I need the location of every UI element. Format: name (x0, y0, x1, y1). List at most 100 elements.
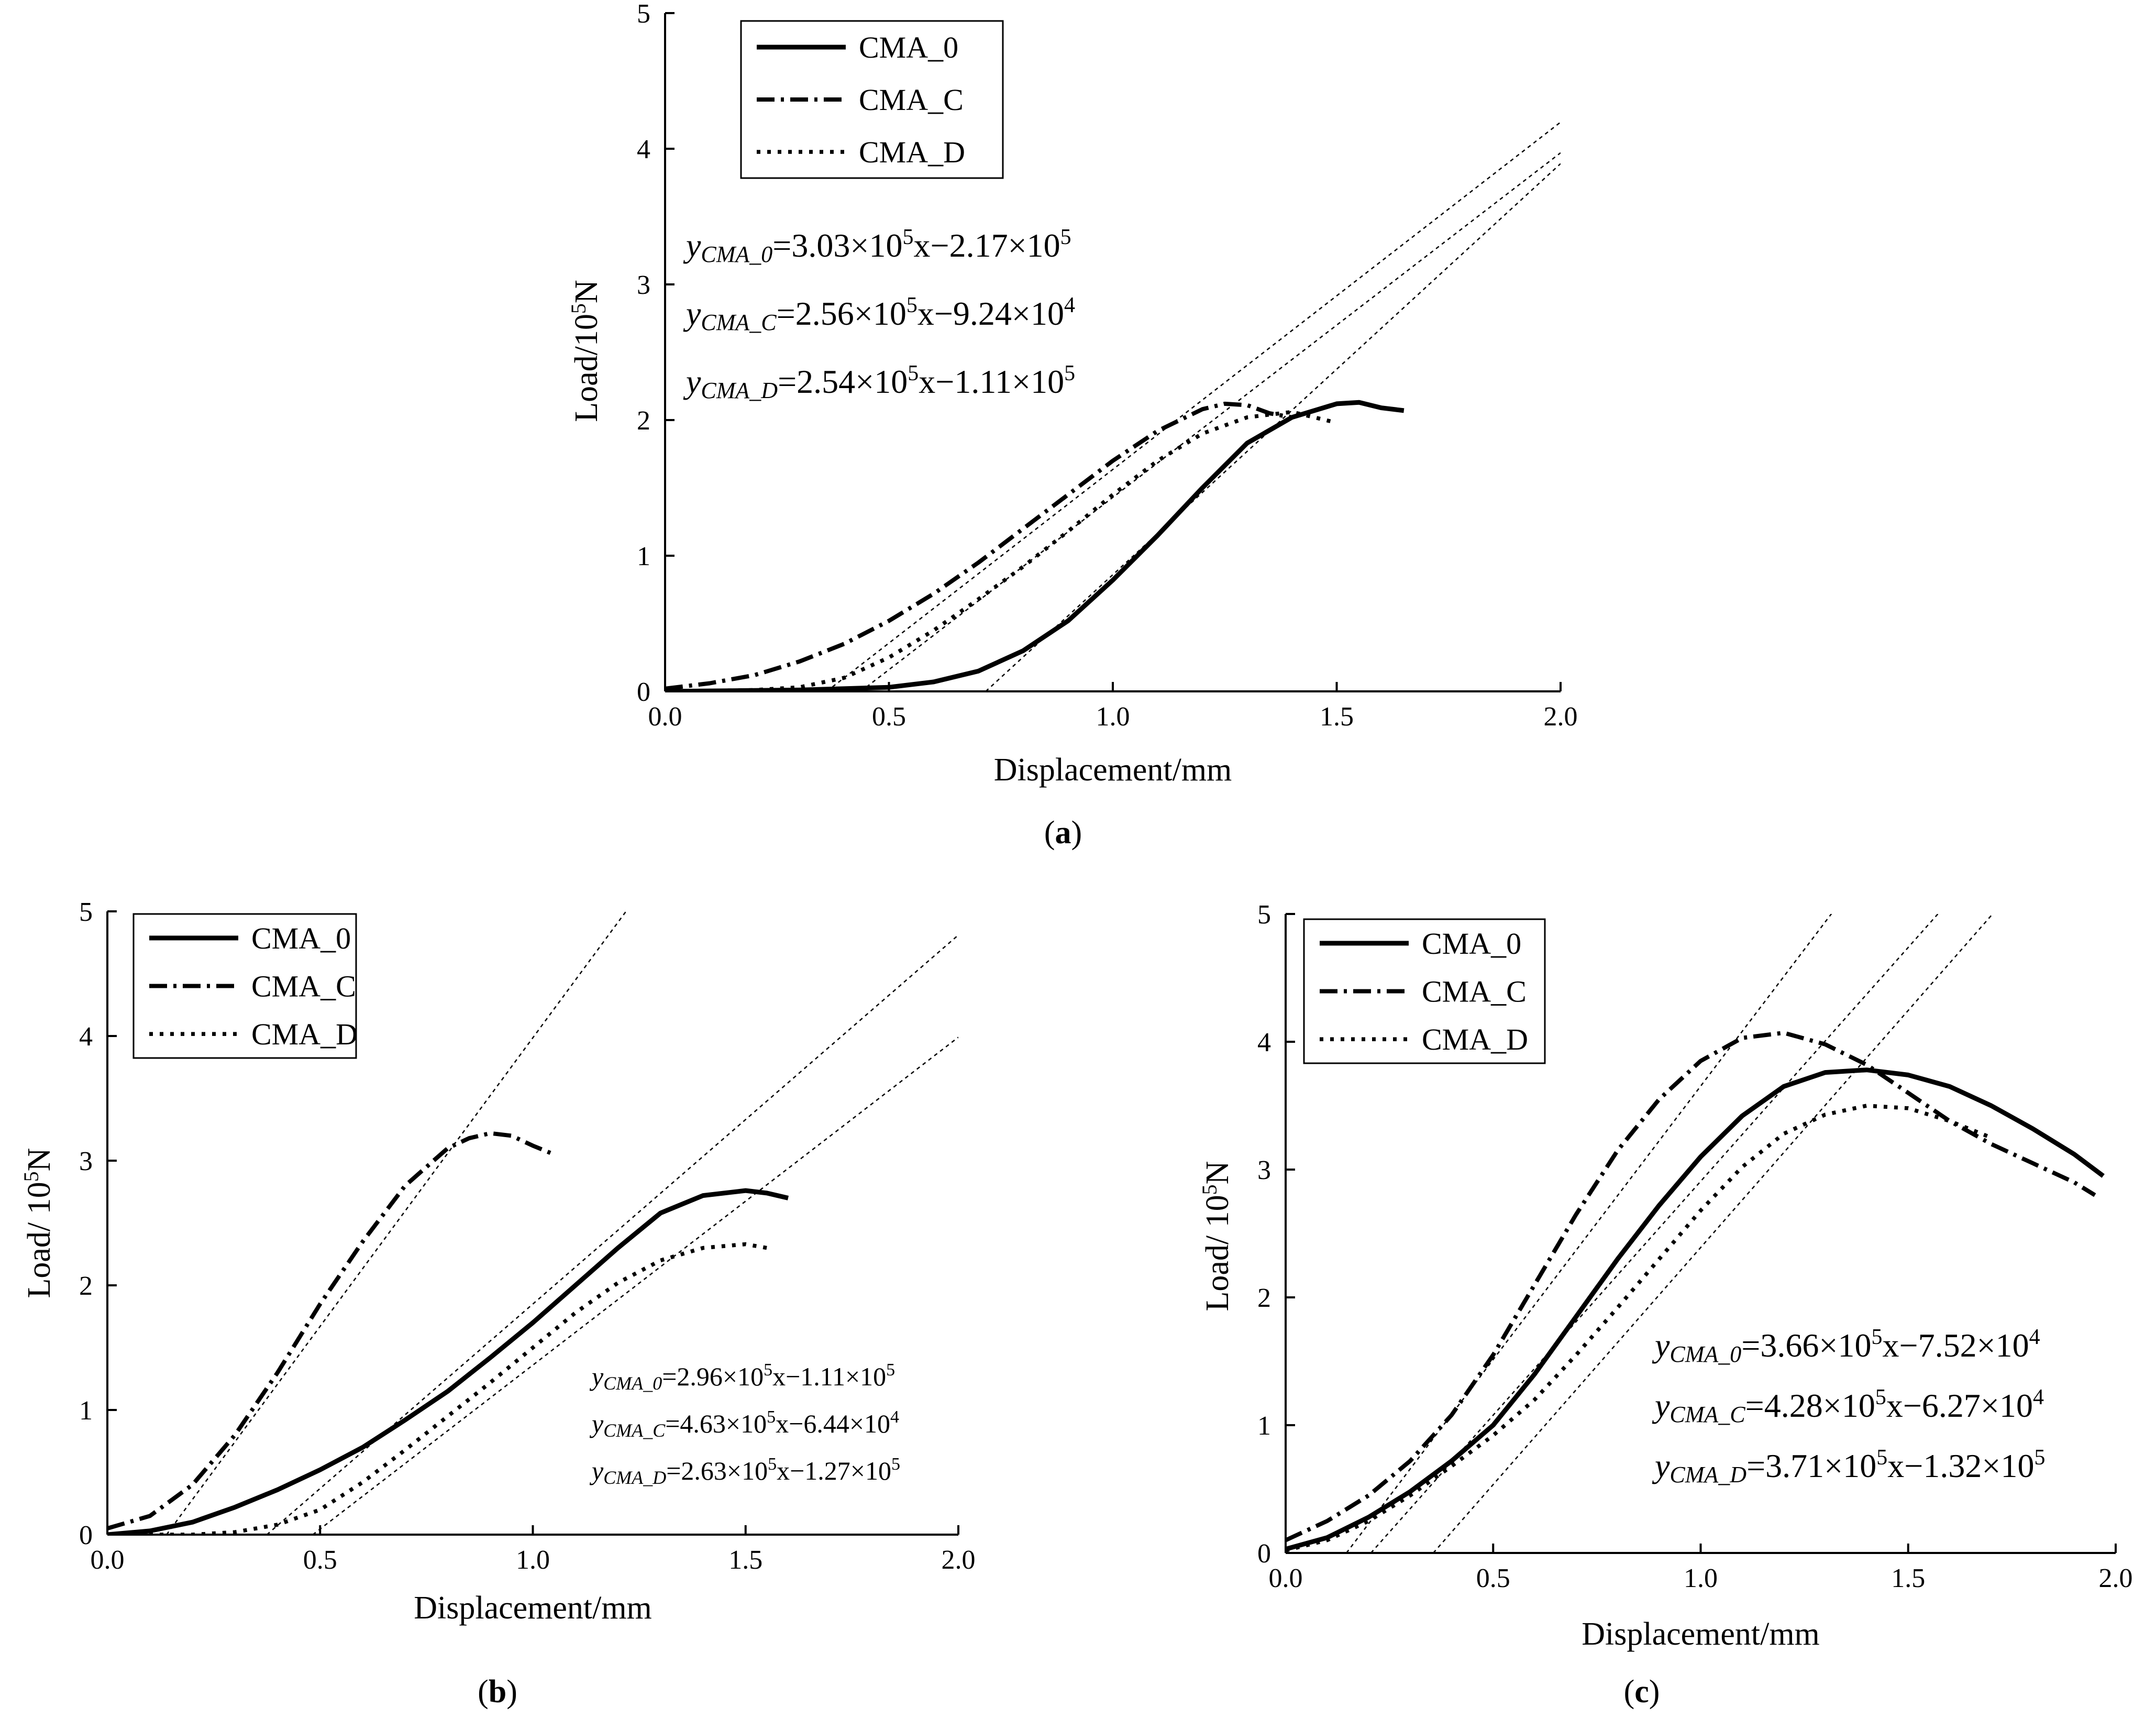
eq-y: y (589, 1456, 604, 1485)
series-cma-d (107, 1242, 768, 1535)
series-cma-0 (665, 400, 1405, 691)
eq-exp1: 5 (768, 1454, 777, 1474)
eq-subscript: CMA_C (1669, 1402, 1745, 1427)
eq-coef: =4.63×10 (665, 1409, 767, 1438)
eq-exp1: 5 (1871, 1325, 1882, 1349)
eq-exp1: 5 (902, 225, 913, 249)
y-tick-label: 3 (637, 270, 650, 300)
curves (665, 400, 1405, 691)
eq-exp2: 5 (1060, 225, 1071, 249)
eq-exp1: 5 (1876, 1446, 1887, 1470)
x-tick-label: 1.0 (1096, 702, 1130, 732)
y-tick-label: 4 (1257, 1028, 1271, 1057)
eq-mid: x−2.17×10 (913, 227, 1060, 264)
eq-subscript: CMA_0 (1669, 1341, 1741, 1367)
y-tick-label: 5 (637, 0, 650, 29)
eq-exp1: 5 (908, 361, 919, 385)
panel-paren-close: ) (1071, 815, 1082, 851)
x-tick-label: 1.0 (516, 1545, 550, 1575)
eq-exp2: 4 (890, 1407, 899, 1427)
y-label-exp: 5 (1198, 1184, 1221, 1195)
eq-subscript: CMA_D (701, 378, 778, 403)
fit-line-cma-0 (266, 934, 958, 1535)
y-tick-label: 1 (1257, 1411, 1271, 1441)
x-tick-label: 0.0 (1269, 1563, 1303, 1593)
x-axis-label: Displacement/mm (994, 752, 1232, 788)
y-tick-label: 1 (79, 1396, 93, 1426)
y-tick-label: 3 (1257, 1155, 1271, 1185)
y-tick-label: 5 (1257, 900, 1271, 930)
equation-cma-d: yCMA_D=3.71×105x−1.32×105 (1652, 1446, 2045, 1487)
eq-coef: =4.28×10 (1745, 1387, 1875, 1424)
series-cma-0 (107, 1188, 789, 1535)
eq-mid: x−1.32×10 (1887, 1447, 2034, 1484)
panel-letter: b (489, 1674, 506, 1710)
x-tick-label: 2.0 (2099, 1563, 2133, 1593)
eq-y: y (589, 1409, 604, 1438)
y-label-base: Load/ 10 (1200, 1195, 1235, 1311)
series-cma-0 (1286, 1067, 2105, 1552)
y-tick-label: 3 (79, 1147, 93, 1176)
y-tick-label: 1 (637, 542, 650, 571)
x-tick-label: 0.5 (303, 1545, 337, 1575)
x-axis-label: Displacement/mm (1582, 1616, 1820, 1652)
x-tick-label: 2.0 (942, 1545, 976, 1575)
x-tick-label: 0.0 (91, 1545, 125, 1575)
y-axis-label: Load/ 105N (1198, 1161, 1235, 1312)
legend-label: CMA_D (1422, 1022, 1528, 1056)
panel-paren-close: ) (506, 1674, 517, 1710)
eq-exp2: 5 (1064, 361, 1075, 385)
legend-label: CMA_C (859, 83, 964, 117)
x-axis-label: Displacement/mm (414, 1590, 652, 1626)
panel-label: (a) (1044, 815, 1082, 851)
equation-cma-c: yCMA_C=4.63×105x−6.44×104 (589, 1407, 899, 1441)
eq-coef: =2.63×10 (666, 1456, 768, 1485)
equation-cma-c: yCMA_C=4.28×105x−6.27×104 (1652, 1385, 2044, 1427)
equation-cma-c: yCMA_C=2.56×105x−9.24×104 (683, 293, 1075, 335)
eq-exp2: 4 (2033, 1385, 2044, 1409)
eq-subscript: CMA_0 (603, 1373, 662, 1394)
series-cma-c (107, 1131, 555, 1530)
curves (107, 1131, 789, 1535)
y-tick-label: 2 (1257, 1283, 1271, 1313)
series-cma-c (665, 401, 1292, 691)
eq-mid: x−1.11×10 (772, 1362, 886, 1391)
eq-coef: =2.54×10 (778, 363, 908, 400)
y-label-exp: 5 (19, 1171, 43, 1182)
y-tick-label: 5 (79, 897, 93, 927)
eq-coef: =2.96×10 (662, 1362, 764, 1391)
equations: yCMA_0=3.66×105x−7.52×104yCMA_C=4.28×105… (1652, 1325, 2045, 1487)
eq-exp1: 5 (906, 293, 917, 317)
curves (1286, 1030, 2105, 1552)
y-label-base: Load/ 10 (21, 1182, 57, 1298)
y-axis-label: Load/105N (567, 280, 604, 422)
y-tick-label: 4 (637, 135, 650, 164)
legend-label: CMA_0 (251, 921, 351, 955)
y-tick-label: 0 (79, 1520, 93, 1550)
legend-label: CMA_0 (859, 30, 958, 64)
legend-label: CMA_D (859, 135, 965, 169)
eq-mid: x−6.44×10 (776, 1409, 890, 1438)
equations: yCMA_0=3.03×105x−2.17×105 yCMA_C=2.56×105… (683, 225, 1075, 403)
eq-y: y (589, 1362, 604, 1391)
eq-exp1: 5 (767, 1407, 776, 1427)
eq-y: y (1652, 1327, 1670, 1364)
panel-label: (b) (478, 1674, 517, 1710)
x-tick-label: 0.5 (1476, 1563, 1510, 1593)
y-tick-label: 2 (79, 1271, 93, 1301)
fit-line-cma-c (826, 122, 1561, 691)
x-tick-label: 2.0 (1544, 702, 1578, 732)
eq-mid: x−6.27×10 (1886, 1387, 2033, 1424)
panel-paren-open: ( (1624, 1674, 1635, 1710)
fit-lines (826, 122, 1561, 691)
legend-label: CMA_0 (1422, 927, 1521, 961)
equation-cma-0: yCMA_0=3.03×105x−2.17×105 (683, 225, 1071, 267)
eq-subscript: CMA_C (701, 310, 777, 335)
legend: CMA_0 CMA_C CMA_D (132, 913, 358, 1059)
panel-paren-open: ( (478, 1674, 489, 1710)
panel-paren-close: ) (1649, 1674, 1660, 1710)
x-tick-label: 1.5 (728, 1545, 762, 1575)
y-label-unit: N (1200, 1161, 1235, 1185)
eq-y: y (683, 295, 701, 332)
